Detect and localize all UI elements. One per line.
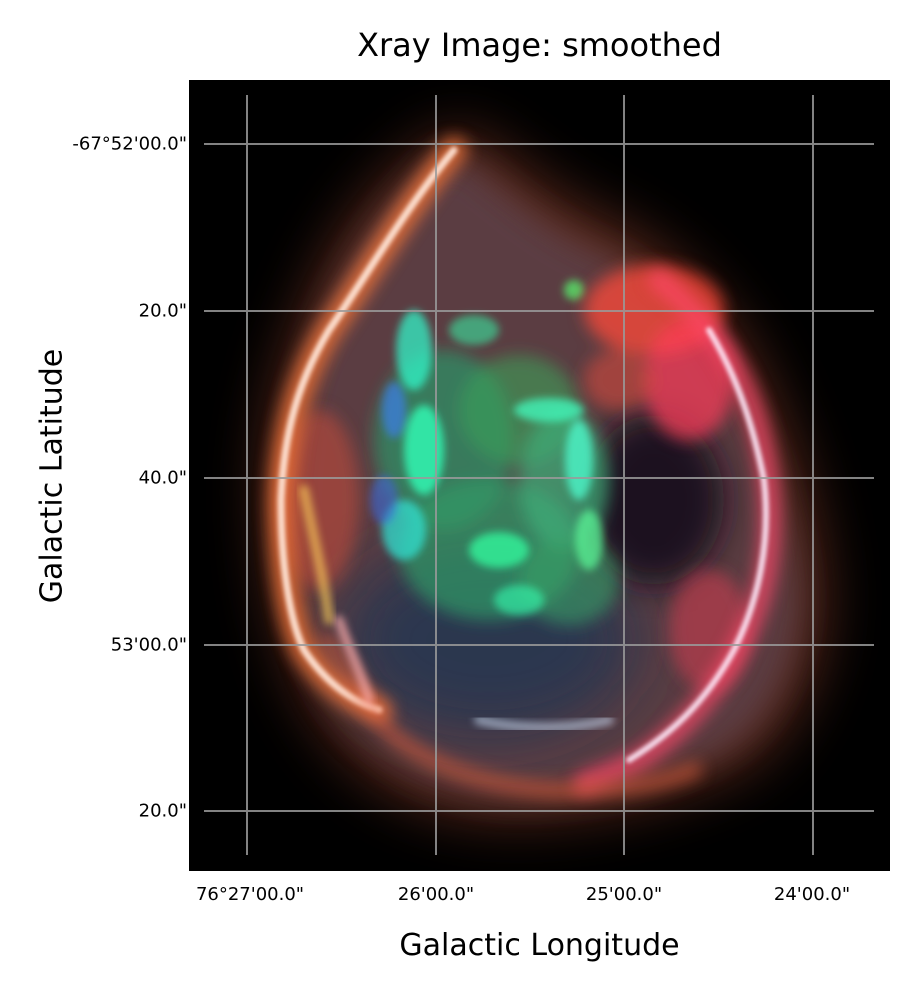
x-axis-label: Galactic Longitude [399,928,680,963]
dark-cavity-east [584,415,724,585]
y-tick-label: 53'00.0" [110,634,187,656]
y-tick-label: -67°52'00.0" [72,133,187,155]
x-tick-label: 26'00.0" [397,884,475,905]
xray-image-panel [189,80,890,871]
x-tick-label: 24'00.0" [773,884,851,905]
x-tick-label: 25'00.0" [585,884,663,905]
y-axis-label: Galactic Latitude [34,348,70,604]
cyan-filaments [370,280,603,615]
figure-title: Xray Image: smoothed [357,26,722,64]
y-tick-label: 20.0" [138,800,187,822]
y-tick-label: 40.0" [138,467,187,489]
coordinate-grid [204,95,874,855]
bright-shell-rim [268,137,782,799]
xray-image [189,80,890,871]
x-tick-label: 76°27'00.0" [195,884,305,905]
green-interior [374,350,619,625]
y-tick-label: 20.0" [138,300,187,322]
